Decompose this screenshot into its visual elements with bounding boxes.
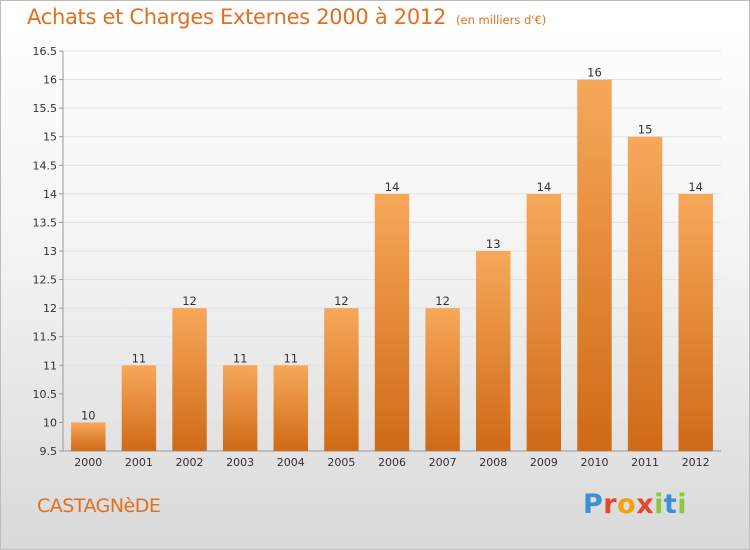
bar-2010 [577,79,612,452]
x-tick-label-2010: 2010 [580,456,608,469]
x-tick-label-2004: 2004 [277,456,305,469]
bar-2006 [374,193,410,451]
bars [71,79,713,452]
chart-unit: (en milliers d'€) [456,13,547,27]
chart-title-text: Achats et Charges Externes 2000 à 2012 [27,5,447,29]
data-label-2002: 12 [182,294,197,308]
data-label-2011: 15 [638,123,653,137]
y-tick-label: 16 [43,74,57,87]
bar-2001 [121,365,157,451]
y-tick-label: 13 [43,245,57,258]
data-label-2004: 11 [283,351,298,365]
logo-letter: r [603,489,618,520]
logo-letter: i [654,489,664,520]
y-tick-label: 14 [43,188,57,201]
labels: 9.5 10 10.5 11 11.5 12 12.5 13 13.5 14 14.5 15 15.5 1… [33,45,710,469]
data-label-2000: 10 [81,408,96,422]
y-tick-label: 12.5 [33,274,58,287]
data-label-2010: 16 [587,66,602,80]
y-tick-label: 10 [43,416,57,429]
data-label-2007: 12 [435,294,450,308]
bar-2009 [526,193,562,451]
x-tick-label-2000: 2000 [74,456,102,469]
bar-2004 [273,365,308,451]
proxiti-logo: Proxiti [583,489,687,520]
data-label-2008: 13 [486,237,501,251]
data-label-2001: 11 [132,351,147,365]
logo-letter: x [636,489,655,520]
bar-2000 [71,422,106,451]
bar-2007 [425,308,460,451]
y-tick-label: 12 [43,302,57,315]
x-tick-label-2012: 2012 [682,456,710,469]
bar-2008 [476,251,511,451]
y-tick-label: 11 [43,359,57,372]
commune-name: CASTAGNèDE [37,495,161,517]
y-tick-label: 15.5 [33,102,58,115]
x-tick-label-2002: 2002 [176,456,204,469]
x-tick-label-2009: 2009 [530,456,558,469]
y-tick-label: 15 [43,131,57,144]
x-tick-label-2006: 2006 [378,456,406,469]
y-tick-label: 16.5 [33,45,58,58]
x-tick-label-2007: 2007 [429,456,457,469]
x-tick-label-2008: 2008 [479,456,507,469]
x-tick-label-2001: 2001 [125,456,153,469]
logo-letter: t [663,489,678,520]
y-tick-label: 10.5 [33,388,58,401]
y-tick-label: 14.5 [33,159,58,172]
data-label-2012: 14 [688,180,703,194]
bar-2003 [222,365,258,451]
data-label-2005: 12 [334,294,349,308]
y-tick-label: 13.5 [33,216,58,229]
y-tick-label: 9.5 [40,445,58,458]
data-label-2003: 11 [233,351,248,365]
x-tick-label-2011: 2011 [631,456,659,469]
logo-letter: P [583,489,604,520]
data-label-2009: 14 [537,180,552,194]
data-label-2006: 14 [385,180,400,194]
bar-2012 [678,193,713,451]
bar-2005 [324,308,359,451]
bar-2011 [627,136,663,451]
logo-letter: i [677,489,688,520]
bar-2002 [172,308,207,451]
x-tick-label-2003: 2003 [226,456,254,469]
y-tick-label: 11.5 [33,331,58,344]
logo-letter: o [617,489,637,520]
chart-title: Achats et Charges Externes 2000 à 2012 (e… [27,5,546,29]
x-tick-label-2005: 2005 [327,456,355,469]
